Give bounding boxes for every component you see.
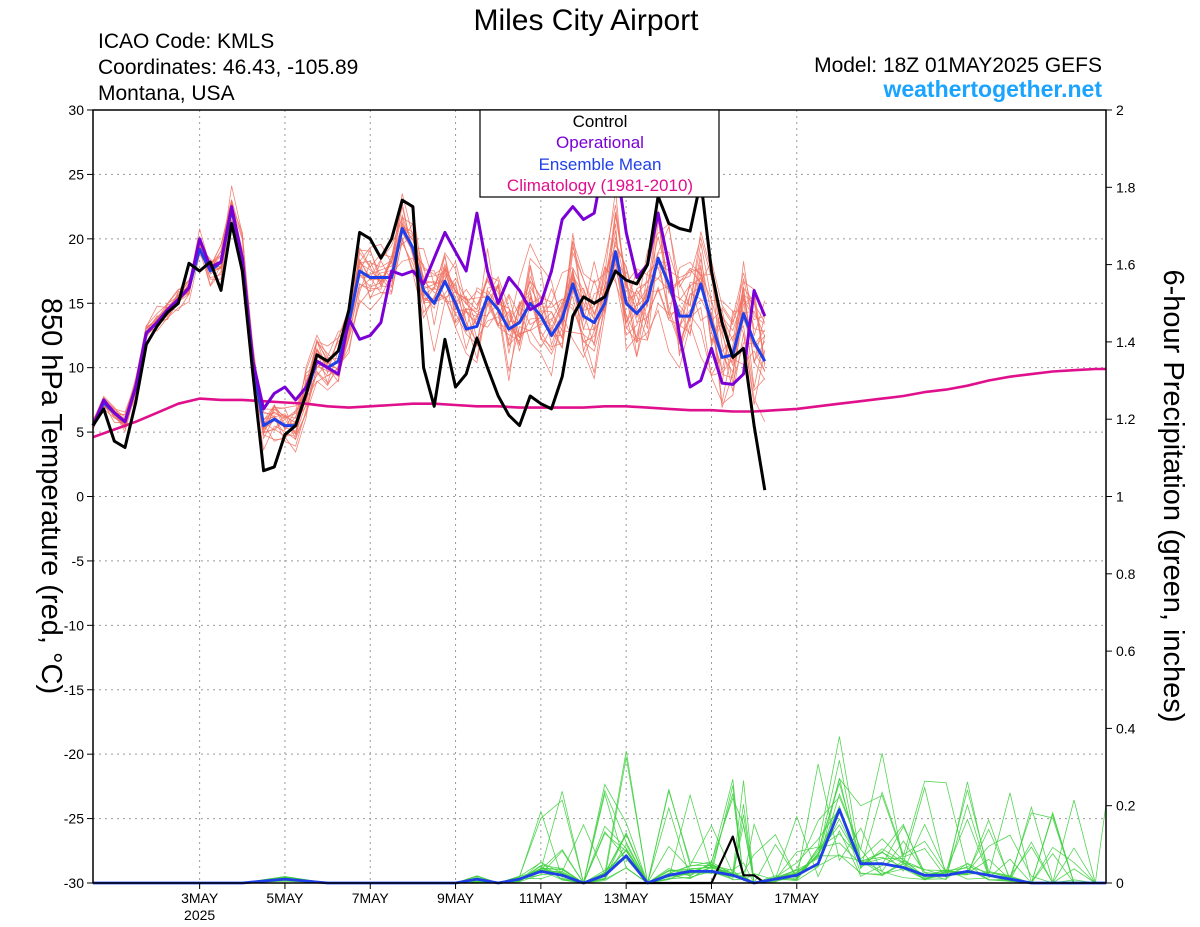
x-tick-label: 15MAY [689, 890, 735, 906]
ensemble-member-line [92, 193, 766, 436]
x-tick-label: 13MAY [604, 890, 650, 906]
left-tick-label: 5 [76, 424, 84, 440]
precip-member-line [93, 757, 1106, 884]
right-axis-ticks: 0 0.2 0.4 0.6 0.8 1 1.2 1.4 1.6 1.8 2 [1106, 102, 1136, 891]
x-tick-label: 7MAY [352, 890, 390, 906]
left-tick-label: -5 [72, 553, 85, 569]
region: Montana, USA [98, 82, 235, 105]
coordinates: Coordinates: 46.43, -105.89 [98, 56, 358, 79]
left-tick-label: -15 [64, 682, 84, 698]
right-tick-label: 1.8 [1116, 179, 1136, 195]
precip-member-line [93, 781, 1106, 884]
left-axis-ticks: -30 -25 -20 -15 -10 -5 0 5 10 15 20 25 30 [64, 102, 93, 891]
right-tick-label: 2 [1116, 102, 1124, 118]
grid-lines [93, 110, 1106, 883]
icao-code: ICAO Code: KMLS [98, 30, 274, 53]
x-tick-label: 3MAY [181, 890, 219, 906]
left-tick-label: -10 [64, 617, 84, 633]
left-tick-label: 25 [68, 166, 84, 182]
temp-control-line [91, 179, 767, 491]
ensemble-members [92, 185, 766, 453]
chart-title: Miles City Airport [473, 4, 699, 37]
right-tick-label: 1.4 [1116, 334, 1136, 350]
left-tick-label: -20 [64, 746, 84, 762]
legend-operational: Operational [556, 133, 644, 152]
right-tick-label: 1.6 [1116, 257, 1136, 273]
left-tick-label: -25 [64, 811, 84, 827]
x-tick-label: 5MAY [266, 890, 304, 906]
x-axis-ticks: 3MAY 5MAY 7MAY 9MAY 11MAY 13MAY 15MAY 17MAY 2025 [181, 883, 820, 923]
right-tick-label: 1 [1116, 489, 1124, 505]
legend-control: Control [573, 112, 628, 131]
right-tick-label: 0.4 [1116, 720, 1136, 736]
model-run: Model: 18Z 01MAY2025 GEFS [814, 54, 1102, 77]
left-tick-label: 15 [68, 295, 84, 311]
precip-member-line [93, 786, 1106, 884]
website-link[interactable]: weathertogether.net [882, 76, 1102, 102]
temp-ensemble-mean-line [91, 207, 767, 428]
precip-member-line [93, 781, 1106, 884]
x-tick-label: 17MAY [774, 890, 820, 906]
temperature-lines [91, 154, 1106, 491]
left-tick-label: 30 [68, 102, 84, 118]
precip-member-line [93, 778, 1106, 884]
legend-climatology: Climatology (1981-2010) [507, 176, 693, 195]
right-tick-label: 0.8 [1116, 566, 1136, 582]
right-tick-label: 0 [1116, 875, 1124, 891]
legend-ensemble-mean: Ensemble Mean [539, 155, 662, 174]
precipitation-lines [93, 736, 1107, 885]
precip-member-line [93, 780, 1106, 884]
left-tick-label: -30 [64, 875, 84, 891]
x-tick-label: 11MAY [519, 890, 563, 906]
right-tick-label: 1.2 [1116, 411, 1136, 427]
right-tick-label: 0.2 [1116, 798, 1136, 814]
legend-box: Control Operational Ensemble Mean Climat… [479, 109, 720, 198]
right-axis-title: 6-hour Precipitation (green, inches) [1157, 270, 1189, 723]
precip-member-line [93, 785, 1106, 884]
left-tick-label: 10 [68, 360, 84, 376]
left-axis-title: 850 hPa Temperature (red, °C) [35, 298, 67, 694]
precip-member-line [93, 789, 1106, 884]
x-year-label: 2025 [184, 907, 215, 923]
precip-member-line [93, 764, 1107, 884]
ensemble-member-line [92, 199, 766, 430]
left-tick-label: 20 [68, 231, 84, 247]
x-tick-label: 9MAY [437, 890, 475, 906]
precip-member-line [93, 760, 1106, 885]
temp-climatology-1981-2010--line [92, 367, 1106, 439]
ensemble-member-line [92, 190, 766, 432]
right-tick-label: 0.6 [1116, 643, 1136, 659]
left-tick-label: 0 [76, 489, 84, 505]
